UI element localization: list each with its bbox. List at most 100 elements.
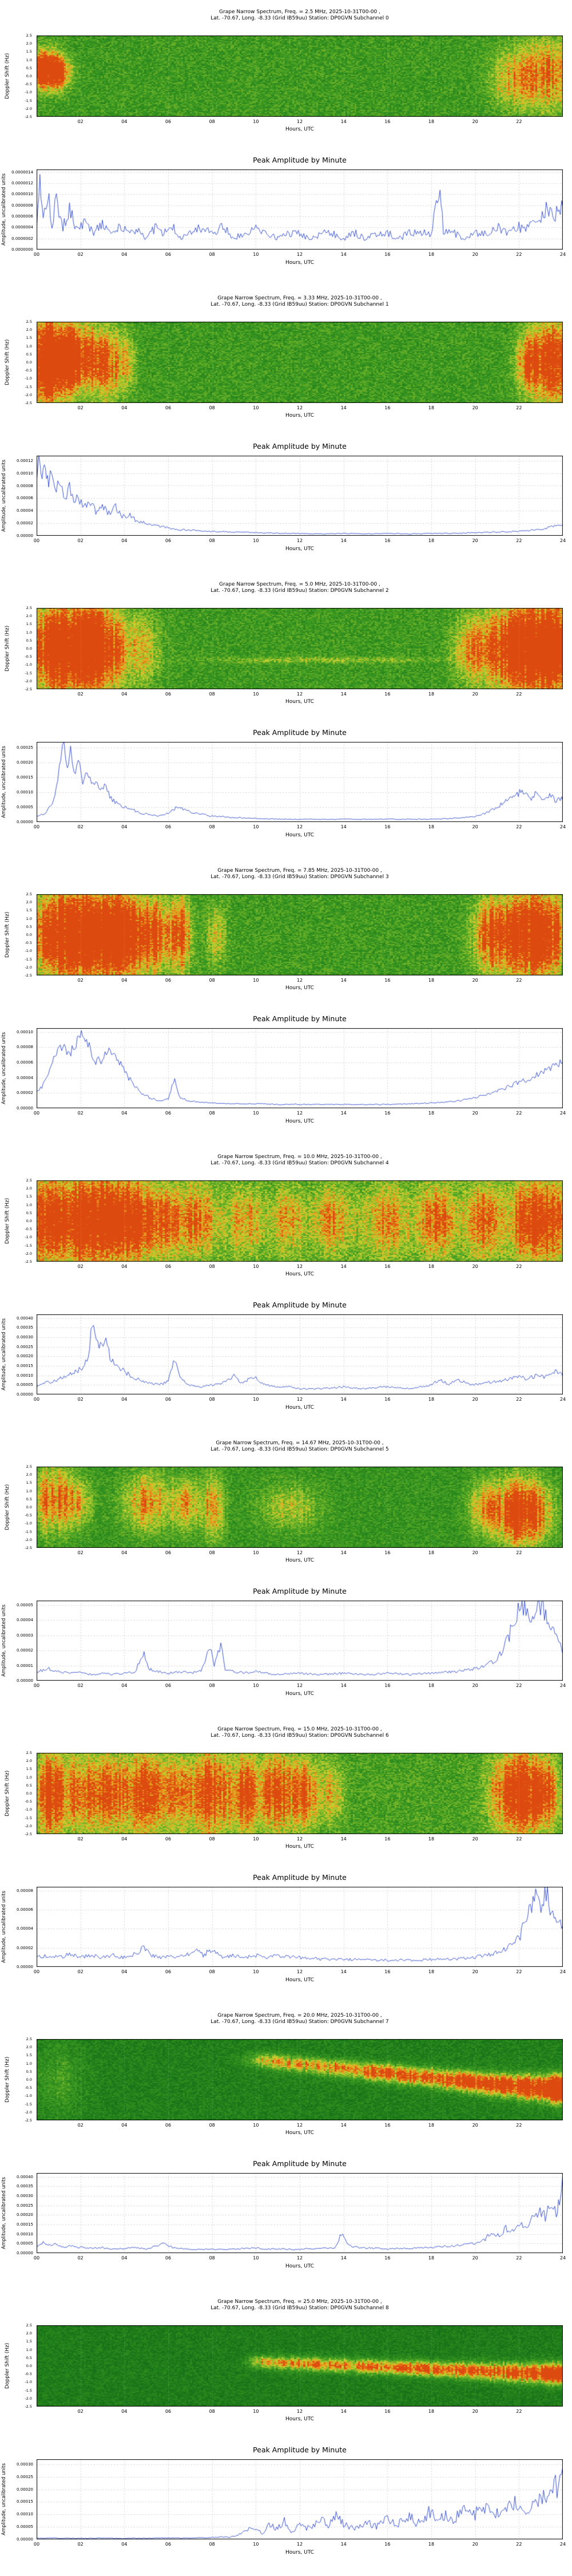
y-tick-label: 0.00010	[17, 471, 33, 476]
y-tick-label: 0.0	[26, 1219, 32, 1223]
spectrogram-title-line1: Grape Narrow Spectrum, Freq. = 2.5 MHz, …	[219, 9, 380, 15]
x-tick-label: 20	[472, 252, 478, 257]
peak-amplitude-x-ticks: 00 02 04 06 08 10 12 14 16 18 20 22 24	[34, 2255, 566, 2261]
x-tick-label: 12	[296, 1683, 303, 1688]
y-tick-label: 0.00008	[17, 1888, 33, 1893]
x-tick-label: 10	[253, 1550, 259, 1555]
y-tick-label: -1.0	[25, 949, 32, 954]
x-tick-label: 22	[516, 1550, 522, 1555]
y-tick-label: 1.5	[26, 622, 32, 627]
y-tick-label: 0.5	[26, 351, 32, 357]
y-tick-label: 0.0000006	[11, 214, 33, 219]
x-tick-label: 04	[121, 1683, 128, 1688]
x-tick-label: 16	[384, 824, 391, 829]
spectrogram-x-ticks: 02 04 06 08 10 12 14 16 18 20 22	[37, 692, 563, 697]
peak-amplitude-x-ticks: 00 02 04 06 08 10 12 14 16 18 20 22 24	[33, 1683, 566, 1689]
y-tick-label: 0.00040	[17, 1315, 33, 1321]
subchannel-figure-pair: Grape Narrow Spectrum, Freq. = 25.0 MHz,…	[0, 2290, 572, 2576]
x-tick-label: 04	[121, 538, 128, 543]
x-tick-label: 08	[209, 2409, 215, 2414]
x-tick-label: 16	[384, 405, 391, 410]
y-tick-label: 0.00000	[17, 534, 33, 538]
x-tick-label: 06	[165, 692, 172, 697]
y-tick-label: 0.00005	[17, 805, 33, 810]
peak-amplitude-y-ticks: 0.00000 0.00002 0.00004 0.00006 0.00008 0.000…	[8, 456, 34, 538]
y-tick-label: 0.0	[26, 360, 32, 365]
y-tick-label: 0.00004	[17, 1926, 33, 1931]
x-tick-label: 18	[428, 824, 435, 829]
x-tick-label: 12	[296, 2255, 303, 2261]
x-tick-label: 14	[340, 2255, 347, 2261]
subchannel-figure-pair: Grape Narrow Spectrum, Freq. = 7.85 MHz,…	[0, 859, 572, 1145]
x-tick-label: 02	[77, 2255, 84, 2261]
peak-amplitude-x-ticks: 00 02 04 06 08 10 12 14 16 18 20 22 24	[34, 1111, 566, 1116]
doppler-spectrogram-heatmap	[37, 1180, 563, 1262]
peak-amplitude-line-chart	[37, 1601, 563, 1681]
y-tick-label: -2.5	[25, 687, 32, 692]
spectrogram-title-line1: Grape Narrow Spectrum, Freq. = 7.85 MHz,…	[217, 868, 382, 874]
x-tick-label: 18	[428, 538, 435, 543]
subchannel-figure-pair: Grape Narrow Spectrum, Freq. = 15.0 MHz,…	[0, 1717, 572, 2004]
x-tick-label: 14	[340, 2542, 347, 2547]
x-tick-label: 22	[516, 119, 522, 124]
x-tick-label: 08	[209, 405, 215, 410]
peak-amplitude-y-axis-label: Amplitude, uncalibrated units	[1, 1032, 7, 1104]
y-tick-label: -0.5	[25, 941, 32, 946]
x-tick-label: 10	[253, 824, 259, 829]
x-tick-label: 22	[516, 824, 522, 829]
y-tick-label: 0.00006	[17, 1907, 33, 1912]
y-tick-label: 0.5	[26, 1210, 32, 1215]
y-tick-label: -2.0	[25, 392, 32, 397]
y-tick-label: -0.5	[25, 654, 32, 659]
doppler-spectrogram-heatmap	[37, 322, 563, 403]
peak-amplitude-y-ticks: 0.0000000 0.0000002 0.0000004 0.0000006 0.00…	[8, 169, 34, 252]
x-tick-label: 02	[77, 824, 84, 829]
x-tick-label: 14	[340, 119, 347, 124]
x-tick-label: 22	[516, 2123, 522, 2128]
x-tick-label: 20	[472, 1111, 478, 1116]
x-tick-label: 16	[384, 1836, 391, 1842]
x-tick-label: 02	[77, 405, 84, 410]
x-tick-label: 04	[121, 1836, 128, 1842]
x-tick-label: 16	[384, 2255, 391, 2261]
y-tick-label: 0.00010	[17, 1373, 33, 1378]
peak-amplitude-line-chart	[37, 742, 563, 822]
x-tick-label: 20	[472, 2542, 478, 2547]
y-tick-label: 0.00000	[17, 1965, 33, 1969]
y-tick-label: 0.0	[26, 646, 32, 651]
y-tick-label: 0.00002	[17, 1648, 33, 1653]
y-tick-label: 2.5	[26, 33, 32, 38]
subchannel-figure-pair: Grape Narrow Spectrum, Freq. = 20.0 MHz,…	[0, 2004, 572, 2290]
spectrogram-x-axis-label: Hours, UTC	[285, 127, 314, 132]
x-tick-label: 00	[33, 1683, 40, 1688]
x-tick-label: 10	[253, 2409, 259, 2414]
y-tick-label: 0.00012	[17, 458, 33, 463]
peak-amplitude-y-axis-label: Amplitude, uncalibrated units	[1, 1605, 7, 1677]
y-tick-label: 0.00002	[17, 1091, 33, 1096]
y-tick-label: -2.0	[25, 1823, 32, 1828]
x-tick-label: 04	[121, 1969, 128, 1974]
x-tick-label: 12	[296, 252, 303, 257]
doppler-spectrogram-heatmap	[37, 1467, 563, 1548]
subchannel-figure-pair: Grape Narrow Spectrum, Freq. = 10.0 MHz,…	[0, 1145, 572, 1431]
y-tick-label: 0.00004	[17, 1075, 33, 1080]
peak-amplitude-line-chart	[37, 1314, 563, 1394]
x-tick-label: 02	[77, 1264, 84, 1269]
spectrogram-y-axis-label: Doppler Shift (Hz)	[5, 1770, 10, 1817]
x-tick-label: 04	[121, 1397, 128, 1402]
y-tick-label: 0.00010	[17, 1029, 33, 1034]
y-tick-label: -2.5	[25, 973, 32, 978]
x-tick-label: 12	[296, 1111, 303, 1116]
y-tick-label: -1.0	[25, 1235, 32, 1240]
x-tick-label: 14	[340, 538, 347, 543]
x-tick-label: 02	[77, 1550, 84, 1555]
y-tick-label: 0.00020	[17, 1354, 33, 1359]
peak-amplitude-figure: Peak Amplitude by Minute Amplitude, unca…	[0, 2147, 572, 2290]
spectrogram-x-ticks: 02 04 06 08 10 12 14 16 18 20 22	[37, 1264, 563, 1270]
y-tick-label: 0.00000	[17, 1106, 33, 1111]
y-tick-label: 0.00020	[17, 760, 33, 765]
spectrogram-x-axis-label: Hours, UTC	[285, 1558, 314, 1563]
y-tick-label: 0.00025	[17, 2474, 33, 2479]
spectrogram-y-axis-label: Doppler Shift (Hz)	[5, 2056, 10, 2103]
y-tick-label: 0.0	[26, 74, 32, 78]
